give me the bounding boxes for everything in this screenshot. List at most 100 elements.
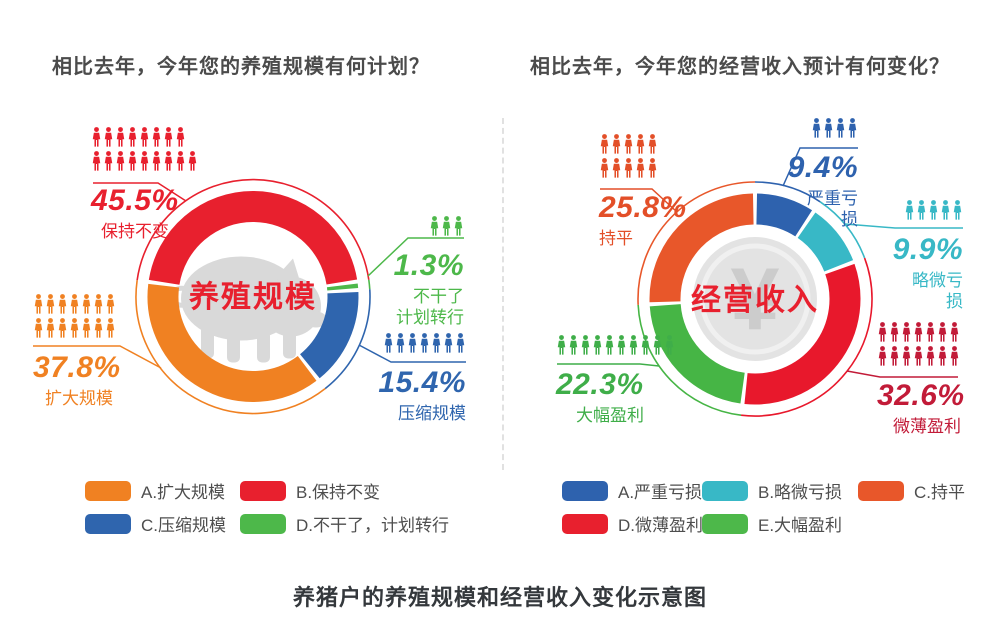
person-icon	[128, 151, 137, 171]
person-icon	[58, 318, 67, 338]
donut-segment	[299, 292, 359, 379]
leader-line	[93, 182, 187, 202]
callout-flat: 25.8% 持平	[599, 133, 699, 249]
person-icon-row	[91, 126, 186, 148]
person-icon	[128, 127, 137, 147]
donut-segment	[797, 212, 854, 273]
callout-keep-same: 45.5% 保持不变	[91, 126, 203, 242]
person-icon	[188, 151, 197, 171]
pig-icon	[171, 256, 327, 363]
person-icon	[34, 294, 43, 314]
donut-center-label-right: 经营收入	[691, 283, 819, 317]
person-icon	[950, 346, 959, 366]
person-icon	[46, 294, 55, 314]
callout-label: 大幅盈利	[576, 406, 644, 425]
legend-right: A.严重亏损 B.略微亏损 C.持平 D.微薄盈利 E.大幅盈利	[562, 478, 992, 538]
donut-segment	[649, 193, 755, 303]
person-icons	[904, 199, 963, 221]
person-icon	[890, 346, 899, 366]
person-icon-row	[877, 345, 960, 367]
leader-line	[358, 344, 466, 363]
person-icon	[140, 151, 149, 171]
legend-swatch	[562, 513, 608, 534]
person-icon	[665, 335, 674, 355]
person-icon	[104, 151, 113, 171]
person-icon	[92, 151, 101, 171]
donut-center-label-left: 养殖规模	[189, 280, 317, 314]
person-icon	[456, 333, 465, 353]
chart-caption: 养猪户的养殖规模和经营收入变化示意图	[292, 585, 707, 610]
legend-swatch	[240, 513, 286, 534]
person-icon	[408, 333, 417, 353]
yuan-symbol: ¥	[731, 249, 780, 348]
yuan-coin-icon: ¥	[693, 237, 817, 361]
callout-quit: 1.3% 不干了 计划转行	[392, 215, 464, 329]
legend-left: A.扩大规模 B.保持不变 C.压缩规模 D.不干了，计划转行	[85, 478, 485, 538]
percent-value: 22.3%	[556, 368, 644, 401]
legend-swatch	[702, 513, 748, 534]
donut-chart-scale	[135, 178, 371, 415]
person-icon	[164, 151, 173, 171]
callout-label: 保持不变	[101, 222, 169, 241]
legend-item: C.压缩规模	[85, 511, 226, 536]
person-icon	[444, 333, 453, 353]
person-icon	[878, 322, 887, 342]
person-icon	[902, 346, 911, 366]
legend-swatch	[702, 480, 748, 501]
person-icon	[636, 158, 645, 178]
callout-thin-profit: 32.6% 微薄盈利	[877, 321, 965, 437]
legend-item: B.略微亏损	[702, 478, 842, 503]
person-icons	[556, 334, 675, 356]
person-icon	[636, 134, 645, 154]
person-icon	[396, 333, 405, 353]
legend-item: C.持平	[858, 478, 965, 503]
person-icon	[593, 335, 602, 355]
callout-shrink: 15.4% 压缩规模	[378, 332, 466, 424]
donut-segment	[324, 289, 371, 390]
callout-label: 压缩规模	[398, 404, 466, 423]
dashed-divider	[502, 118, 504, 470]
person-icon	[905, 200, 914, 220]
person-icon	[176, 127, 185, 147]
person-icon-row	[599, 133, 658, 155]
person-icons	[91, 126, 198, 172]
callout-label: 严重亏损	[807, 189, 858, 230]
person-icon	[612, 134, 621, 154]
person-icon	[116, 127, 125, 147]
person-icon	[914, 346, 923, 366]
person-icon	[58, 294, 67, 314]
person-icon	[641, 335, 650, 355]
donut-segment	[754, 181, 821, 203]
person-icons	[877, 321, 960, 367]
leader-line	[600, 188, 678, 213]
person-icon-row	[91, 150, 198, 172]
person-icon	[629, 335, 638, 355]
person-icon	[454, 216, 463, 236]
percent-value: 1.3%	[393, 249, 464, 282]
person-icon	[929, 200, 938, 220]
legend-label: C.压缩规模	[141, 516, 226, 535]
callout-label: 微薄盈利	[893, 417, 961, 436]
person-icon	[46, 318, 55, 338]
person-icon-row	[877, 321, 960, 343]
legend-swatch	[858, 480, 904, 501]
person-icon	[70, 294, 79, 314]
donut-segment	[637, 304, 742, 416]
leader-line	[844, 223, 963, 229]
legend-label: C.持平	[914, 483, 965, 502]
legend-label: B.略微亏损	[758, 483, 843, 502]
person-icon	[624, 158, 633, 178]
person-icon	[94, 318, 103, 338]
person-icon	[94, 294, 103, 314]
legend-swatch	[85, 480, 131, 501]
person-icon	[152, 151, 161, 171]
person-icon	[938, 322, 947, 342]
person-icon	[92, 127, 101, 147]
donut-chart-income	[637, 181, 873, 417]
person-icon	[617, 335, 626, 355]
person-icon	[648, 158, 657, 178]
callout-severe-loss: 9.4% 严重亏损	[788, 117, 858, 231]
percent-value: 32.6%	[877, 379, 965, 412]
person-icons	[811, 117, 858, 139]
